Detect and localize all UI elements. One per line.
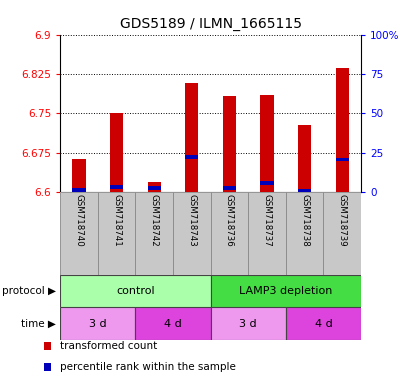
- Bar: [185, 155, 198, 159]
- Text: GSM718743: GSM718743: [187, 194, 196, 247]
- Bar: [298, 125, 311, 192]
- Bar: [336, 68, 349, 192]
- Bar: [60, 192, 98, 275]
- Bar: [336, 157, 349, 161]
- Text: GSM718739: GSM718739: [338, 194, 347, 247]
- Text: protocol ▶: protocol ▶: [2, 286, 56, 296]
- Bar: [261, 95, 273, 192]
- Bar: [323, 192, 361, 275]
- Text: 3 d: 3 d: [89, 318, 107, 329]
- Bar: [298, 189, 311, 193]
- Bar: [261, 181, 273, 185]
- Bar: [135, 307, 210, 340]
- Bar: [135, 192, 173, 275]
- Bar: [248, 192, 286, 275]
- Text: GSM718741: GSM718741: [112, 194, 121, 247]
- Bar: [110, 113, 123, 192]
- Text: GSM718736: GSM718736: [225, 194, 234, 247]
- Text: control: control: [116, 286, 155, 296]
- Bar: [211, 192, 248, 275]
- Text: transformed count: transformed count: [60, 341, 157, 351]
- Text: 3 d: 3 d: [239, 318, 257, 329]
- Text: GSM718738: GSM718738: [300, 194, 309, 247]
- Bar: [211, 307, 286, 340]
- Bar: [72, 159, 85, 192]
- Bar: [110, 185, 123, 189]
- Text: 4 d: 4 d: [315, 318, 332, 329]
- Bar: [98, 192, 135, 275]
- Bar: [286, 307, 361, 340]
- Bar: [185, 83, 198, 192]
- Text: time ▶: time ▶: [21, 318, 56, 329]
- Text: LAMP3 depletion: LAMP3 depletion: [239, 286, 332, 296]
- Bar: [286, 192, 323, 275]
- Bar: [173, 192, 210, 275]
- Text: percentile rank within the sample: percentile rank within the sample: [60, 362, 236, 372]
- Bar: [148, 182, 161, 192]
- Bar: [223, 186, 236, 190]
- Title: GDS5189 / ILMN_1665115: GDS5189 / ILMN_1665115: [120, 17, 302, 31]
- Text: GSM718740: GSM718740: [74, 194, 83, 247]
- Bar: [223, 96, 236, 192]
- Bar: [211, 275, 361, 307]
- Text: GSM718737: GSM718737: [263, 194, 271, 247]
- Bar: [60, 307, 135, 340]
- Bar: [148, 187, 161, 190]
- Text: 4 d: 4 d: [164, 318, 182, 329]
- Bar: [72, 188, 85, 192]
- Bar: [60, 275, 211, 307]
- Text: GSM718742: GSM718742: [150, 194, 159, 247]
